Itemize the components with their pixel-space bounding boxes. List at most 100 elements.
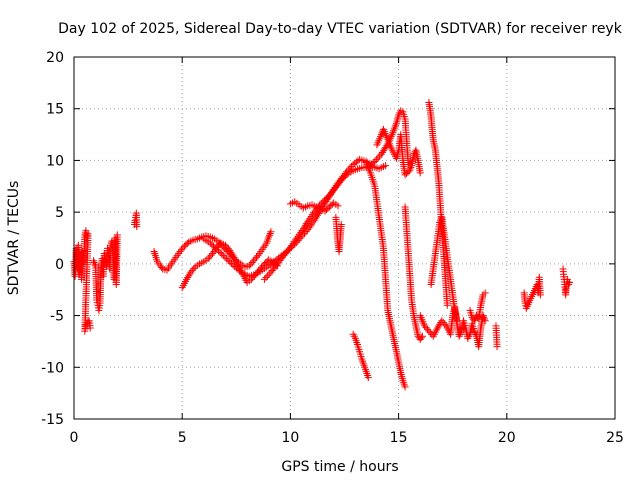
data-point: [334, 202, 342, 210]
x-axis-label: GPS time / hours: [281, 459, 398, 475]
series-spike_12h: [332, 213, 345, 255]
data-point: [186, 270, 194, 278]
data-point: [382, 162, 390, 170]
data-point: [457, 329, 465, 337]
data-point: [265, 233, 273, 241]
y-tick-label: 15: [46, 102, 64, 118]
data-point: [418, 332, 426, 340]
plot-frame: [73, 56, 616, 420]
data-point: [228, 250, 236, 258]
data-point: [434, 324, 442, 332]
data-point: [322, 195, 330, 203]
data-point: [190, 265, 198, 273]
series-late_22h: [559, 265, 574, 299]
data-point: [343, 170, 351, 178]
data-point: [536, 291, 544, 299]
data-point: [338, 175, 346, 183]
x-tick-label: 10: [281, 430, 299, 446]
data-point: [470, 327, 478, 335]
data-point: [421, 322, 429, 330]
data-point: [265, 270, 273, 278]
series-fall_13_15h: [362, 158, 409, 391]
data-point: [185, 272, 193, 280]
data-point: [86, 324, 94, 332]
chart-title: Day 102 of 2025, Sidereal Day-to-day VTE…: [58, 21, 623, 37]
grid-lines: [74, 57, 615, 419]
data-point: [248, 258, 256, 266]
data-point: [456, 331, 464, 339]
series-loop_14h: [373, 125, 424, 179]
series-late_18h: [466, 289, 489, 325]
data-point: [226, 246, 234, 254]
data-point: [369, 159, 377, 167]
data-point: [227, 248, 235, 256]
data-point: [374, 154, 382, 162]
data-point: [481, 289, 489, 297]
data-point: [177, 246, 185, 254]
data-point: [204, 255, 212, 263]
axis-ticks: 0 5 10 15 20 25 -15 -10 -5 0 5 10 15 20: [41, 50, 624, 446]
data-point: [247, 260, 255, 268]
y-tick-label: 20: [46, 50, 64, 66]
data-point: [425, 327, 433, 335]
data-point: [407, 163, 415, 171]
data-point: [422, 324, 430, 332]
data-point: [231, 262, 239, 270]
data-point: [216, 248, 224, 256]
data-point: [221, 241, 229, 249]
data-point: [183, 240, 191, 248]
series-cluster_16_19h: [416, 303, 489, 351]
series-arc_d: [260, 107, 412, 283]
data-point: [267, 228, 275, 236]
data-point: [317, 200, 325, 208]
data-point: [426, 329, 434, 337]
x-tick-label: 15: [390, 430, 408, 446]
data-point: [179, 244, 187, 252]
data-point: [376, 152, 384, 160]
data-point: [371, 157, 379, 165]
data-point: [207, 251, 215, 259]
data-point: [265, 231, 273, 239]
data-point: [229, 252, 237, 260]
data-point: [406, 165, 414, 173]
data-point: [252, 253, 260, 261]
series-spike_16h: [425, 99, 451, 309]
y-tick-label: 10: [46, 153, 64, 169]
data-point: [226, 258, 234, 266]
data-point: [416, 169, 424, 177]
data-point: [438, 317, 446, 325]
data-point: [354, 157, 362, 165]
data-point: [441, 320, 449, 328]
data-point: [218, 250, 226, 258]
data-point: [474, 313, 482, 321]
data-point: [401, 383, 409, 391]
data-point: [260, 275, 268, 283]
series-early_3h: [131, 209, 141, 231]
y-tick-label: -15: [41, 412, 64, 428]
data-point: [214, 247, 222, 255]
data-point: [455, 332, 463, 340]
data-point: [480, 313, 488, 321]
data-point: [206, 253, 214, 261]
data-point: [470, 317, 478, 325]
data-point: [224, 256, 232, 264]
data-point: [223, 243, 231, 251]
data-point: [377, 131, 385, 139]
data-point: [324, 193, 332, 201]
x-tick-label: 5: [178, 430, 187, 446]
series-late_21h: [520, 273, 544, 312]
data-point: [224, 245, 232, 253]
data-point: [337, 221, 345, 229]
data-point: [342, 172, 350, 180]
data-point: [479, 312, 487, 320]
data-point: [364, 374, 372, 382]
data-point: [213, 245, 221, 253]
data-point: [423, 325, 431, 333]
data-point: [206, 239, 214, 247]
data-point: [439, 318, 447, 326]
data-point: [84, 318, 92, 326]
data-point: [91, 260, 99, 268]
series-spike_17h: [427, 213, 461, 325]
y-axis-label: SDTVAR / TECUs: [6, 181, 22, 296]
x-tick-label: 20: [498, 430, 516, 446]
